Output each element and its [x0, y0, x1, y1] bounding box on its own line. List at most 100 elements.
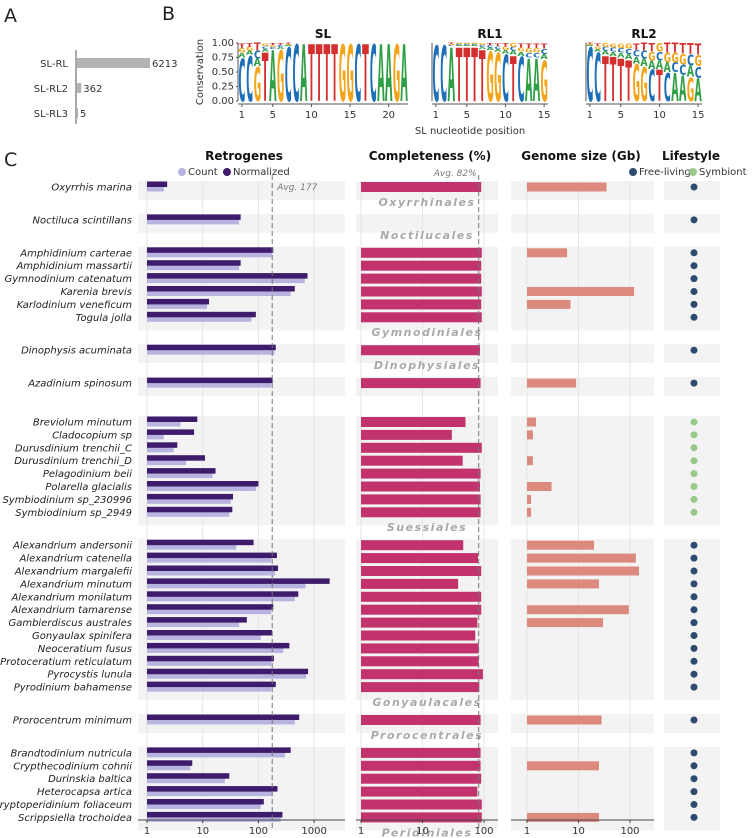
completeness-bar: [361, 630, 476, 641]
logo-letter-minor: A: [648, 59, 656, 72]
group-band-retro: [138, 181, 345, 200]
logo-letter: G: [540, 50, 548, 115]
logo-letter-minor: A: [502, 50, 510, 55]
retrogene-normalized-bar: [147, 747, 291, 753]
completeness-bar: [361, 799, 482, 810]
logo-letter-minor: T: [253, 41, 261, 53]
species-label: Symbiodinium sp_2949: [15, 508, 132, 519]
completeness-bar: [361, 182, 482, 192]
genome-size-bar: [527, 456, 533, 466]
logo-letter-minor: T: [594, 43, 602, 48]
legend-normalized-label: Normalized: [233, 167, 290, 178]
lifestyle-dot: [690, 288, 698, 295]
logo-xtick-label: 5: [464, 110, 470, 121]
panel-letter-c: C: [4, 149, 17, 171]
species-label: Karlodinium veneficum: [17, 300, 133, 311]
order-label: Gonyaulacales: [372, 696, 481, 709]
logo-letter: A: [385, 31, 393, 120]
lifestyle-title: Lifestyle: [662, 149, 720, 163]
logo-ytick-label: 0.00: [212, 96, 234, 107]
species-label: Cladocopium sp: [52, 430, 132, 441]
logo-letter-minor: A: [594, 48, 602, 53]
retrogene-normalized-bar: [147, 468, 216, 474]
lifestyle-dot: [690, 580, 698, 588]
genome-size-bar: [527, 378, 577, 388]
logo-ytick-label: 0.50: [212, 67, 234, 78]
logo-letter-minor: G: [502, 46, 510, 51]
species-label: Protoceratium reticulatum: [0, 657, 132, 668]
logo-letter: G: [393, 31, 401, 120]
completeness-bar: [361, 812, 482, 823]
lifestyle-dot: [690, 183, 698, 191]
logo-letter: C: [246, 44, 254, 116]
completeness-bar: [361, 378, 481, 389]
logo-letter-minor: A: [261, 48, 269, 53]
retrogenes-axis-tick-label: 100: [249, 826, 268, 837]
genome-size-bar: [527, 417, 537, 427]
species-label: Gonyaulax spinifera: [32, 631, 132, 642]
species-label: Durinskia baltica: [48, 774, 132, 785]
genome-size-bar: [527, 579, 599, 589]
retrogenes-axis-tick-label: 1000: [301, 826, 326, 837]
genome-size-bar: [527, 761, 599, 771]
lifestyle-dot: [690, 657, 698, 665]
logo-letter: T: [509, 44, 517, 116]
retrogene-normalized-bar: [147, 604, 274, 610]
logo-xtick-label: 15: [344, 110, 357, 121]
species-label: Alexandrium margalefii: [14, 567, 132, 578]
completeness-bar: [361, 429, 452, 440]
panel-b-xlabel: SL nucleotide position: [415, 126, 525, 137]
retrogene-count-bar: [147, 790, 273, 797]
retrogene-count-bar: [147, 433, 164, 440]
order-label: Noctilucales: [380, 229, 474, 242]
retrogene-normalized-bar: [147, 455, 206, 461]
logo-letter-minor: A: [625, 53, 634, 61]
logo-letter-minor: G: [517, 47, 525, 53]
logo-letter-minor: T: [687, 41, 695, 58]
logo-letter-minor: T: [586, 43, 594, 44]
completeness-bar: [361, 507, 481, 518]
logo-letter-minor: A: [509, 50, 517, 56]
logo-ytick-label: 0.75: [212, 53, 234, 64]
logo-letter-minor: G: [463, 43, 471, 44]
species-label: Karenia brevis: [60, 287, 132, 298]
panel-letter-a: A: [4, 5, 17, 27]
logo-letter: G: [338, 31, 346, 120]
logo-letter: T: [601, 44, 609, 116]
logo-letter-minor: G: [648, 50, 656, 63]
genome-size-bar: [527, 553, 636, 563]
lifestyle-dot: [690, 606, 698, 614]
species-label: Pelagodinium beii: [43, 469, 132, 480]
retrogene-normalized-bar: [147, 552, 277, 559]
genome-size-title: Genome size (Gb): [521, 149, 641, 163]
logo-letter-minor: C: [486, 45, 494, 49]
order-label: Peridiniales: [382, 826, 473, 838]
order-label: Suessiales: [387, 521, 467, 534]
species-label: Polarella glacialis: [45, 482, 132, 493]
species-label: Pyrocystis lunula: [47, 670, 132, 681]
retrogene-count-bar: [147, 751, 285, 758]
retrogene-count-bar: [147, 608, 272, 615]
completeness-bar: [361, 760, 481, 771]
completeness-bar: [361, 247, 482, 258]
species-label: Brandtodinium nutricula: [10, 748, 132, 759]
logo-letter-minor: C: [455, 44, 463, 45]
retrogene-count-bar: [147, 816, 281, 822]
completeness-bar: [361, 656, 479, 667]
logo-letter-minor: C: [540, 48, 548, 56]
retrogene-normalized-bar: [147, 442, 178, 448]
retrogene-count-bar: [147, 472, 213, 479]
completeness-bar: [361, 591, 482, 602]
logo-letter-minor: A: [238, 52, 246, 59]
retrogene-normalized-bar: [147, 506, 233, 513]
logo-letter: T: [478, 37, 486, 118]
completeness-bar: [361, 553, 479, 564]
completeness-bar: [361, 715, 481, 725]
legend-free-living-swatch: [629, 168, 637, 176]
species-label: Pyrodinium bahamense: [14, 683, 132, 694]
retrogene-count-bar: [147, 673, 307, 679]
retrogene-normalized-bar: [147, 539, 254, 546]
retrogene-normalized-bar: [147, 760, 193, 766]
